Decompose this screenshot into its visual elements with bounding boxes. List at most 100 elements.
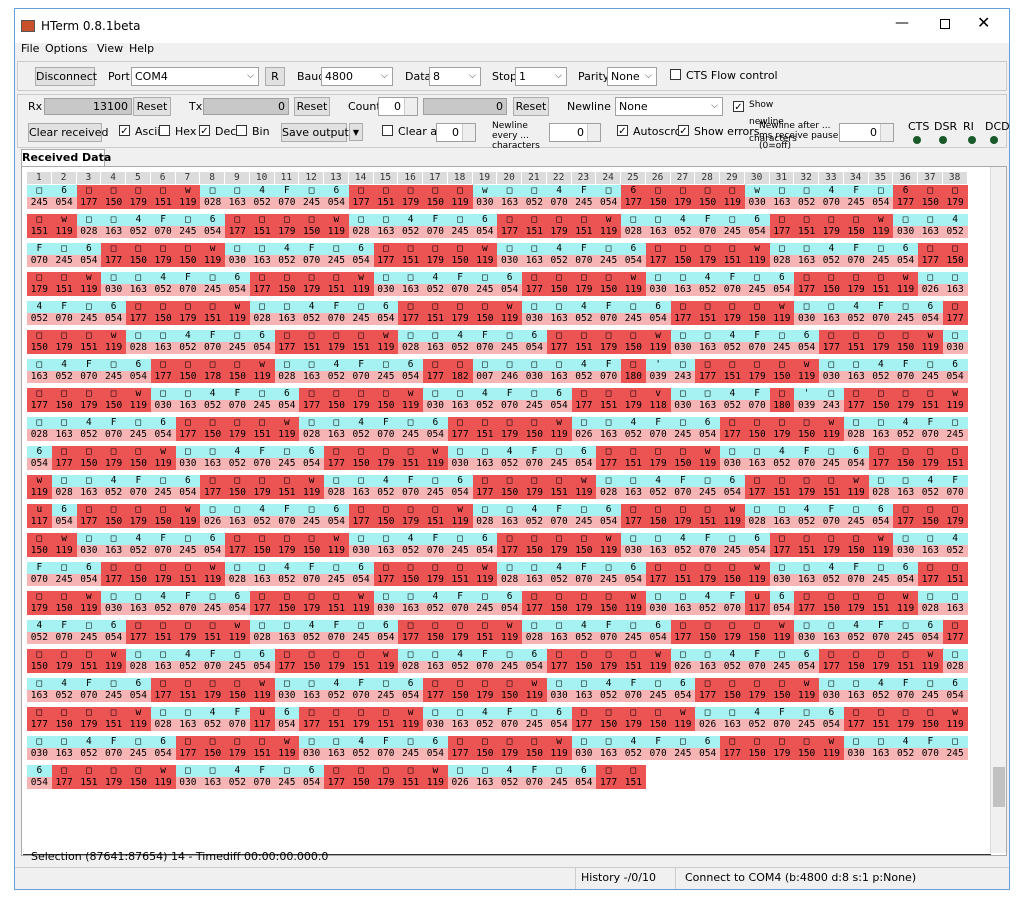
dec-cell[interactable]: 163: [868, 429, 894, 441]
dec-cell[interactable]: 180: [769, 400, 795, 412]
dec-cell[interactable]: 070: [225, 719, 250, 731]
dec-cell[interactable]: 054: [918, 313, 943, 325]
dec-cell[interactable]: 163: [670, 603, 696, 615]
ascii-cell[interactable]: 4: [423, 272, 448, 284]
ascii-cell[interactable]: □: [942, 417, 968, 429]
dec-cell[interactable]: 054: [695, 748, 720, 760]
dec-cell[interactable]: 151: [324, 603, 349, 615]
dec-cell[interactable]: 150: [942, 255, 968, 267]
dec-cell[interactable]: 150: [274, 603, 300, 615]
ascii-cell[interactable]: □: [447, 446, 473, 458]
ascii-cell[interactable]: F: [472, 330, 498, 342]
ascii-cell[interactable]: 6: [621, 243, 646, 255]
ascii-cell[interactable]: □: [447, 533, 473, 545]
ascii-cell[interactable]: □: [101, 446, 126, 458]
dec-cell[interactable]: 151: [621, 777, 646, 789]
ascii-cell[interactable]: □: [101, 562, 126, 574]
ascii-cell[interactable]: □: [819, 301, 844, 313]
dec-cell[interactable]: 052: [299, 632, 324, 644]
ascii-cell[interactable]: 4: [720, 330, 745, 342]
ascii-cell[interactable]: □: [596, 707, 621, 719]
ascii-cell[interactable]: □: [645, 562, 671, 574]
ascii-cell[interactable]: □: [596, 243, 621, 255]
dec-cell[interactable]: 070: [918, 748, 943, 760]
dec-cell[interactable]: 054: [645, 313, 671, 325]
ascii-cell[interactable]: □: [348, 330, 374, 342]
dec-cell[interactable]: 163: [645, 545, 671, 557]
dec-cell[interactable]: 052: [472, 400, 498, 412]
dec-cell[interactable]: 163: [546, 371, 572, 383]
ascii-cell[interactable]: □: [720, 736, 745, 748]
dec-cell[interactable]: 028: [200, 197, 225, 209]
data[interactable]: 8: [429, 67, 481, 86]
dec-cell[interactable]: 054: [472, 226, 498, 238]
dec-cell[interactable]: 151: [447, 574, 473, 586]
ascii-cell[interactable]: □: [893, 388, 918, 400]
dec-cell[interactable]: 052: [720, 342, 745, 354]
ascii-cell[interactable]: 6: [868, 504, 894, 516]
ascii-cell[interactable]: w: [373, 330, 399, 342]
dec-cell[interactable]: 151: [472, 429, 498, 441]
dec-cell[interactable]: 052: [819, 255, 844, 267]
dec-cell[interactable]: 070: [596, 313, 621, 325]
ascii-cell[interactable]: □: [571, 591, 597, 603]
dec-cell[interactable]: 151: [373, 197, 399, 209]
ascii-cell[interactable]: □: [621, 504, 646, 516]
parity[interactable]: None: [607, 67, 657, 86]
dec-cell[interactable]: 150: [522, 748, 547, 760]
dec-cell[interactable]: 119: [769, 632, 795, 644]
dec-cell[interactable]: 151: [249, 226, 275, 238]
dec-cell[interactable]: 151: [695, 516, 720, 528]
dec-cell[interactable]: 163: [769, 516, 795, 528]
ascii-cell[interactable]: u: [249, 707, 275, 719]
ascii-cell[interactable]: □: [843, 504, 869, 516]
dec-cell[interactable]: 052: [27, 632, 52, 644]
ascii-cell[interactable]: □: [794, 214, 819, 226]
ascii-cell[interactable]: □: [868, 243, 894, 255]
dec-cell[interactable]: 119: [274, 429, 300, 441]
ascii-cell[interactable]: □: [744, 475, 770, 487]
ascii-cell[interactable]: □: [398, 562, 423, 574]
dec-cell[interactable]: 179: [868, 342, 894, 354]
ascii-cell[interactable]: □: [942, 446, 968, 458]
dec-cell[interactable]: 245: [497, 661, 522, 673]
ascii-cell[interactable]: 6: [843, 446, 869, 458]
ascii-cell[interactable]: □: [200, 475, 225, 487]
ascii-cell[interactable]: □: [621, 707, 646, 719]
ascii-cell[interactable]: □: [720, 301, 745, 313]
ascii-cell[interactable]: 6: [670, 678, 696, 690]
dec-cell[interactable]: 163: [200, 458, 225, 470]
ascii-cell[interactable]: w: [769, 301, 795, 313]
ascii-cell[interactable]: □: [126, 620, 151, 632]
dec-cell[interactable]: 052: [720, 400, 745, 412]
ascii-cell[interactable]: □: [546, 765, 572, 777]
ascii-cell[interactable]: □: [695, 330, 720, 342]
dec-cell[interactable]: 163: [472, 777, 498, 789]
dec-cell[interactable]: 117: [744, 603, 770, 615]
ascii-cell[interactable]: □: [843, 649, 869, 661]
dec-cell[interactable]: 179: [819, 226, 844, 238]
dec-cell[interactable]: 151: [398, 458, 423, 470]
dec-cell[interactable]: 150: [596, 719, 621, 731]
dec-cell[interactable]: 245: [670, 748, 696, 760]
dec-cell[interactable]: 245: [27, 197, 52, 209]
dec-cell[interactable]: 052: [76, 429, 102, 441]
ascii-cell[interactable]: u: [744, 591, 770, 603]
ascii-cell[interactable]: □: [299, 330, 324, 342]
dec-cell[interactable]: 054: [695, 429, 720, 441]
dec-cell[interactable]: 179: [299, 603, 324, 615]
dec-cell[interactable]: 177: [546, 342, 572, 354]
dec-cell[interactable]: 177: [249, 284, 275, 296]
ascii-cell[interactable]: 6: [150, 736, 176, 748]
dec-cell[interactable]: 052: [200, 400, 225, 412]
dec-cell[interactable]: 150: [150, 313, 176, 325]
dec-cell[interactable]: 054: [27, 458, 52, 470]
dec-cell[interactable]: 150: [596, 284, 621, 296]
ascii-cell[interactable]: □: [794, 301, 819, 313]
ascii-cell[interactable]: □: [868, 649, 894, 661]
dec-cell[interactable]: 245: [348, 313, 374, 325]
ascii-cell[interactable]: □: [472, 591, 498, 603]
dec-cell[interactable]: 070: [126, 487, 151, 499]
dec-cell[interactable]: 150: [447, 690, 473, 702]
dec-cell[interactable]: 052: [794, 516, 819, 528]
